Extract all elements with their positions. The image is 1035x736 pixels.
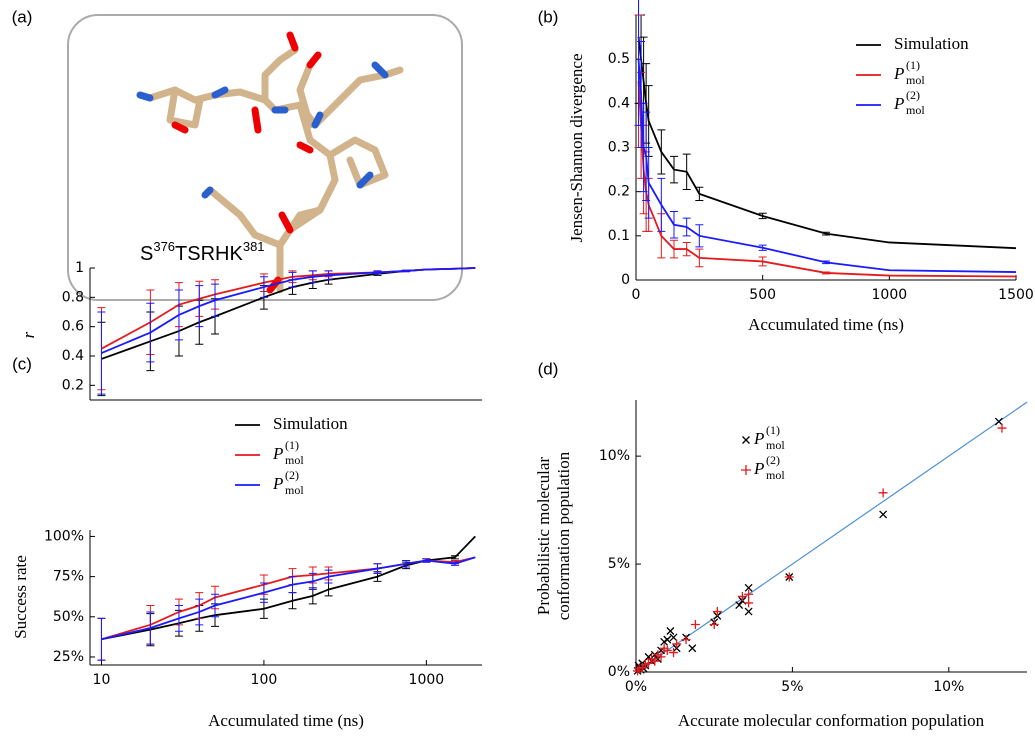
- legend-label-sub: mol: [906, 73, 925, 87]
- point: [736, 602, 743, 609]
- figure: (a)S376TSRHK381(b)00.10.20.30.40.5050010…: [0, 0, 1035, 736]
- y-tick-label: 25%: [53, 649, 84, 665]
- caption-part: 381: [243, 239, 265, 254]
- series-line: [639, 81, 1016, 276]
- point: [710, 620, 719, 629]
- point: [745, 608, 752, 615]
- legend-label: P: [272, 444, 283, 463]
- point: [995, 418, 1002, 425]
- y-axis-label: Success rate: [11, 555, 30, 639]
- y-axis-label: conformation population: [554, 451, 573, 620]
- y-tick-label: 5%: [608, 556, 630, 572]
- image-frame: [68, 15, 462, 300]
- x-tick-label: 0: [632, 287, 641, 303]
- legend-label-sub: mol: [285, 483, 304, 497]
- reference-line: [636, 402, 1027, 672]
- y-tick-label: 1: [75, 260, 84, 276]
- y-tick-label: 0: [621, 272, 630, 288]
- x-tick-label: 5%: [781, 679, 803, 695]
- series-line: [101, 536, 475, 639]
- point: [713, 607, 722, 616]
- point: [669, 648, 678, 657]
- y-tick-label: 0.1: [608, 228, 630, 244]
- point: [670, 634, 677, 641]
- panel-label: (d): [538, 359, 559, 378]
- point: [689, 645, 696, 652]
- series-line: [639, 59, 1016, 272]
- x-tick-label: 100: [251, 672, 278, 688]
- point: [667, 627, 674, 634]
- legend-label-sub: mol: [906, 103, 925, 117]
- y-tick-label: 0.4: [608, 95, 630, 111]
- legend-label-sup: (2): [906, 88, 920, 102]
- point: [738, 592, 747, 601]
- caption-part: TSRHK: [175, 243, 243, 265]
- x-tick-label: 1500: [998, 287, 1034, 303]
- y-tick-label: 0.8: [62, 289, 84, 305]
- legend-label: P: [893, 94, 904, 113]
- legend-label-sup: (1): [906, 58, 920, 72]
- point: [691, 620, 700, 629]
- panel-label: (b): [538, 7, 559, 26]
- y-axis-label: Jensen-Shannon divergence: [567, 54, 586, 243]
- legend-label: Simulation: [894, 34, 969, 53]
- legend-label: P: [753, 459, 764, 478]
- legend-label-sub: mol: [285, 453, 304, 467]
- x-tick-label: 1000: [872, 287, 908, 303]
- caption-part: S: [140, 243, 153, 265]
- x-tick-label: 10%: [933, 679, 964, 695]
- legend-label-sub: mol: [766, 468, 785, 482]
- legend-label-sup: (2): [766, 453, 780, 467]
- series-line: [101, 557, 475, 639]
- x-tick-label: 10: [93, 672, 111, 688]
- y-tick-label: 75%: [53, 569, 84, 585]
- y-tick-label: 0.4: [62, 348, 84, 364]
- point: [744, 598, 753, 607]
- panel-label: (c): [12, 354, 32, 373]
- point: [997, 424, 1006, 433]
- y-tick-label: 100%: [44, 528, 84, 544]
- legend-label-sup: (1): [285, 438, 299, 452]
- y-axis-label: Probabilistic molecular: [534, 457, 553, 615]
- legend-marker: [743, 437, 750, 444]
- error-bar: [657, 130, 665, 174]
- legend-label: Simulation: [273, 414, 348, 433]
- legend-label-sub: mol: [766, 438, 785, 452]
- y-tick-label: 0.6: [62, 319, 84, 335]
- x-tick-label: 0%: [625, 679, 647, 695]
- point: [880, 511, 887, 518]
- point: [672, 639, 681, 648]
- x-tick-label: 1000: [409, 672, 445, 688]
- legend-label-sup: (1): [766, 423, 780, 437]
- x-axis-label: Accumulated time (ns): [208, 711, 364, 730]
- y-tick-label: 0.2: [62, 377, 84, 393]
- y-tick-label: 0%: [608, 664, 630, 680]
- caption-part: 376: [153, 239, 175, 254]
- legend-label: P: [893, 64, 904, 83]
- caption: S376TSRHK381: [140, 239, 265, 265]
- y-tick-label: 10%: [599, 448, 630, 464]
- series-line: [639, 37, 1016, 248]
- y-axis-label: r: [19, 331, 38, 338]
- panel-label: (a): [12, 7, 33, 26]
- legend-label: P: [272, 474, 283, 493]
- error-bar: [657, 178, 665, 231]
- y-tick-label: 50%: [53, 609, 84, 625]
- series-line: [101, 268, 475, 353]
- x-axis-label: Accurate molecular conformation populati…: [678, 711, 985, 730]
- x-tick-label: 500: [749, 287, 776, 303]
- page: {"chart_data": [ {"type": "image", "pane…: [0, 0, 1035, 736]
- error-bar: [97, 312, 105, 394]
- legend-label-sup: (2): [285, 468, 299, 482]
- series-line: [101, 557, 475, 639]
- point: [682, 635, 691, 644]
- legend-marker: [741, 465, 751, 475]
- y-tick-label: 0.2: [608, 184, 630, 200]
- point: [879, 488, 888, 497]
- y-tick-label: 0.3: [608, 140, 630, 156]
- y-tick-label: 0.5: [608, 51, 630, 67]
- x-axis-label: Accumulated time (ns): [748, 315, 904, 334]
- legend-label: P: [753, 429, 764, 448]
